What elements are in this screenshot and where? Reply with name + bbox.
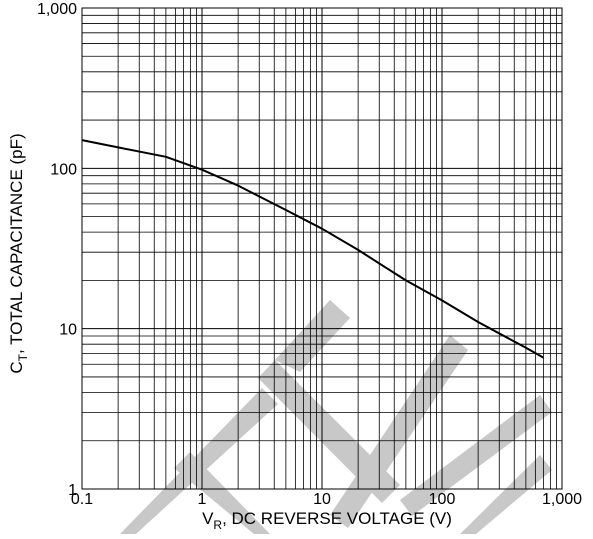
x-tick-label: 1 xyxy=(198,491,207,508)
watermark xyxy=(120,300,552,534)
y-axis-label-main: C xyxy=(7,361,26,373)
y-tick-label: 1,000 xyxy=(37,1,77,18)
plot-frame xyxy=(81,7,563,490)
x-tick-label: 0.1 xyxy=(71,491,93,508)
x-axis-label-subscript: R xyxy=(213,518,222,532)
series-line xyxy=(81,139,544,359)
x-axis-label-rest: , DC REVERSE VOLTAGE (V) xyxy=(222,509,452,528)
y-tick-label: 10 xyxy=(59,322,77,339)
y-tick-label: 1 xyxy=(68,482,77,499)
x-tick-label: 1,000 xyxy=(542,491,582,508)
y-axis-label-subscript: T xyxy=(16,353,30,361)
x-axis-label: VR, DC REVERSE VOLTAGE (V) xyxy=(202,509,452,532)
watermark-stroke xyxy=(460,455,552,534)
x-tick-label: 100 xyxy=(429,491,456,508)
y-axis-label: CT, TOTAL CAPACITANCE (pF) xyxy=(7,133,30,373)
y-axis-label-rest: , TOTAL CAPACITANCE (pF) xyxy=(7,133,26,354)
watermark-stroke xyxy=(330,335,468,528)
grid xyxy=(81,8,562,490)
x-axis-label-main: V xyxy=(202,509,214,528)
x-tick-label: 10 xyxy=(313,491,331,508)
y-tick-label: 100 xyxy=(50,161,77,178)
watermark-stroke xyxy=(174,452,270,534)
series-layer xyxy=(81,139,544,359)
